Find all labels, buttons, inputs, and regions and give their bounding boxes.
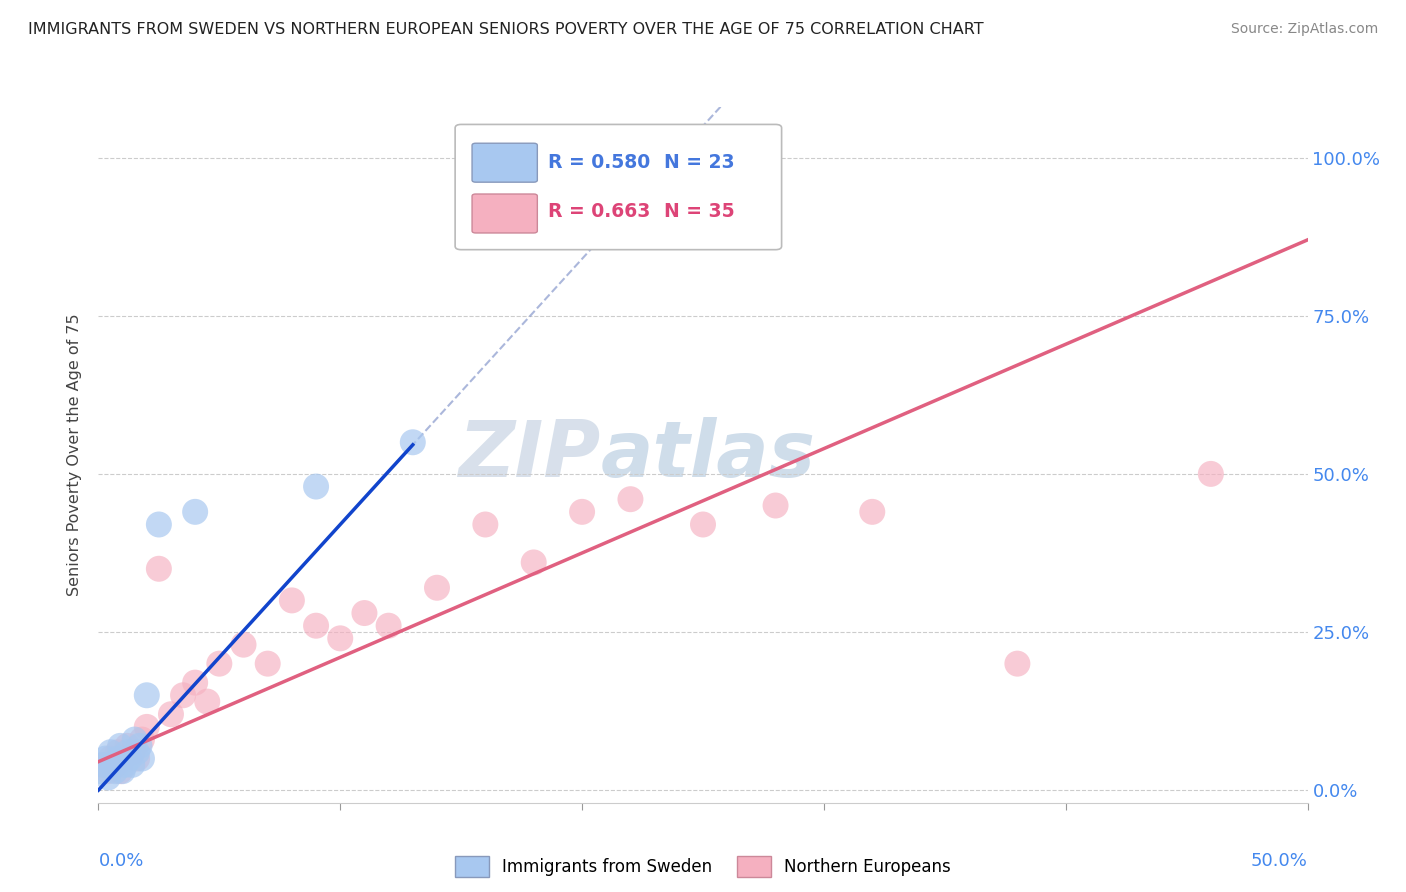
Text: 50.0%: 50.0% xyxy=(1251,852,1308,870)
Text: N = 23: N = 23 xyxy=(664,153,735,172)
Point xyxy=(101,757,124,772)
Point xyxy=(1199,467,1222,481)
Point xyxy=(118,751,141,765)
Point xyxy=(256,657,278,671)
Point xyxy=(523,556,546,570)
Point xyxy=(692,517,714,532)
Point xyxy=(107,745,129,759)
Point xyxy=(114,757,136,772)
Point xyxy=(148,562,170,576)
FancyBboxPatch shape xyxy=(456,124,782,250)
Point xyxy=(353,606,375,620)
FancyBboxPatch shape xyxy=(472,144,537,182)
Point xyxy=(474,517,496,532)
Point xyxy=(402,435,425,450)
Point xyxy=(108,764,131,779)
Point xyxy=(117,739,139,753)
Point xyxy=(108,739,131,753)
Point xyxy=(100,745,122,759)
Point xyxy=(97,771,120,785)
Text: R = 0.663: R = 0.663 xyxy=(548,202,651,221)
Point xyxy=(619,492,641,507)
Point xyxy=(91,757,114,772)
Point xyxy=(91,757,114,772)
Point xyxy=(128,739,150,753)
Text: 0.0%: 0.0% xyxy=(98,852,143,870)
Point xyxy=(111,764,134,779)
Point xyxy=(184,505,207,519)
Point xyxy=(131,751,153,765)
Point xyxy=(135,720,157,734)
Point xyxy=(100,751,122,765)
Point xyxy=(426,581,449,595)
Point xyxy=(305,618,328,632)
Text: ZIP: ZIP xyxy=(458,417,600,493)
Legend: Immigrants from Sweden, Northern Europeans: Immigrants from Sweden, Northern Europea… xyxy=(447,848,959,885)
Point xyxy=(305,479,328,493)
Text: atlas: atlas xyxy=(600,417,815,493)
Text: IMMIGRANTS FROM SWEDEN VS NORTHERN EUROPEAN SENIORS POVERTY OVER THE AGE OF 75 C: IMMIGRANTS FROM SWEDEN VS NORTHERN EUROP… xyxy=(28,22,984,37)
Point xyxy=(104,757,127,772)
Point xyxy=(121,757,143,772)
Point xyxy=(184,675,207,690)
Point xyxy=(107,751,129,765)
FancyBboxPatch shape xyxy=(472,194,537,233)
Point xyxy=(195,695,218,709)
Text: Source: ZipAtlas.com: Source: ZipAtlas.com xyxy=(1230,22,1378,37)
Point xyxy=(135,688,157,702)
Point xyxy=(765,499,787,513)
Point xyxy=(127,751,149,765)
Point xyxy=(148,517,170,532)
Point xyxy=(232,638,254,652)
Text: N = 35: N = 35 xyxy=(664,202,735,221)
Point xyxy=(160,707,183,722)
Point xyxy=(377,618,399,632)
Point xyxy=(121,745,143,759)
Point xyxy=(90,764,112,779)
Point xyxy=(111,751,134,765)
Point xyxy=(117,745,139,759)
Y-axis label: Seniors Poverty Over the Age of 75: Seniors Poverty Over the Age of 75 xyxy=(67,314,83,596)
Point xyxy=(94,751,117,765)
Point xyxy=(127,745,149,759)
Point xyxy=(97,764,120,779)
Point xyxy=(571,505,593,519)
Point xyxy=(208,657,231,671)
Point xyxy=(281,593,304,607)
Text: R = 0.580: R = 0.580 xyxy=(548,153,651,172)
Point xyxy=(860,505,883,519)
Point xyxy=(172,688,194,702)
Point xyxy=(1007,657,1029,671)
Point xyxy=(104,764,127,779)
Point xyxy=(131,732,153,747)
Point xyxy=(124,732,146,747)
Point xyxy=(329,632,352,646)
